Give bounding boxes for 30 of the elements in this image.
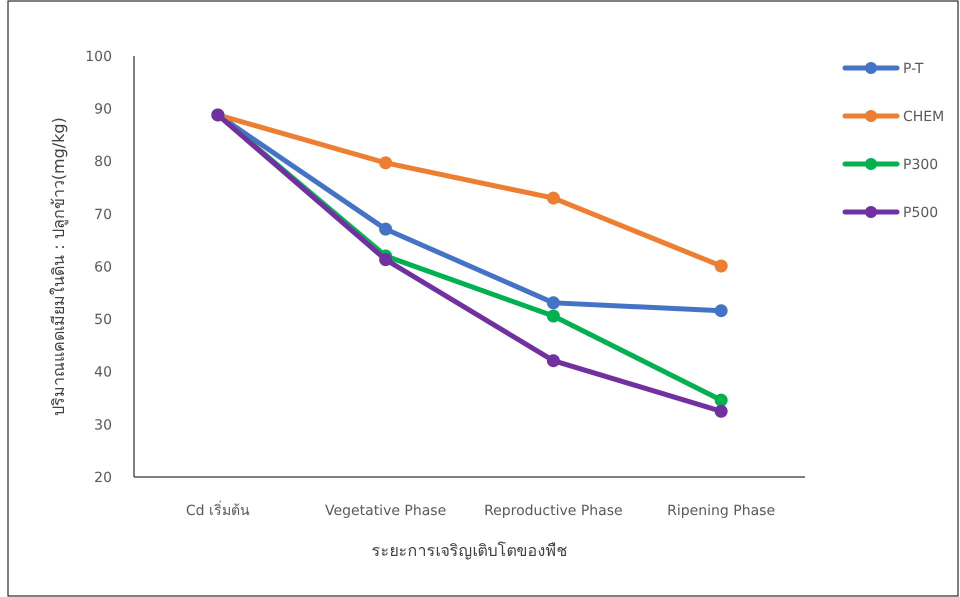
y-tick-label: 90 xyxy=(94,102,112,118)
y-tick-label: 50 xyxy=(94,312,112,328)
x-tick-label: Ripening Phase xyxy=(667,503,776,519)
point xyxy=(379,253,392,266)
legend-label: P-T xyxy=(903,60,924,77)
y-tick-label: 100 xyxy=(85,48,112,65)
point xyxy=(546,192,560,205)
y-tick-label: 30 xyxy=(94,417,112,434)
legend-label: CHEM xyxy=(903,108,944,125)
point xyxy=(714,404,728,418)
y-tick-label: 60 xyxy=(94,259,112,276)
x-axis-title: ระยะการเจริญเติบโตของพืช xyxy=(372,541,568,560)
y-tick-label: 20 xyxy=(94,470,112,486)
point xyxy=(546,296,560,310)
x-tick-label: Vegetative Phase xyxy=(325,503,446,519)
y-axis-title: ปริมาณแคดเมียมในดิน : ปลูกข้าว(mg/kg) xyxy=(49,117,69,416)
point xyxy=(379,222,392,236)
point xyxy=(714,394,728,407)
point xyxy=(714,259,728,272)
legend-label: P300 xyxy=(903,156,938,173)
x-tick-label: Reproductive Phase xyxy=(484,503,623,519)
point xyxy=(546,309,560,322)
point xyxy=(714,304,728,318)
y-tick-label: 40 xyxy=(94,364,112,381)
y-tick-label: 80 xyxy=(94,154,112,170)
point xyxy=(546,354,560,368)
x-tick-label: Cd เริ่มต้น xyxy=(186,501,250,519)
y-tick-label: 70 xyxy=(94,206,112,223)
legend-label: P500 xyxy=(903,204,938,221)
point xyxy=(379,156,392,170)
